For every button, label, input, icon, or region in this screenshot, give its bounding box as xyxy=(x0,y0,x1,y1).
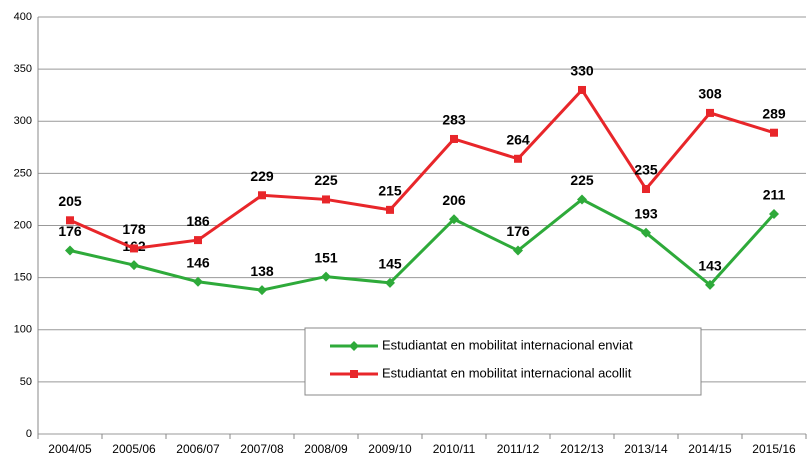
data-label: 146 xyxy=(186,254,210,270)
point xyxy=(386,205,394,214)
point xyxy=(449,214,459,225)
y-tick-label: 150 xyxy=(14,272,32,284)
x-tick-label: 2014/15 xyxy=(688,442,732,456)
legend-label: Estudiantat en mobilitat internacional a… xyxy=(382,365,632,380)
data-label: 308 xyxy=(698,86,722,102)
data-label: 193 xyxy=(634,206,658,222)
data-label: 178 xyxy=(122,221,146,237)
data-label: 235 xyxy=(634,162,658,178)
point xyxy=(129,260,139,271)
data-label: 225 xyxy=(570,172,594,188)
point xyxy=(65,245,75,256)
x-tick-label: 2007/08 xyxy=(240,442,284,456)
point xyxy=(706,108,714,117)
x-tick-label: 2012/13 xyxy=(560,442,604,456)
y-tick-label: 350 xyxy=(14,63,32,75)
data-label: 205 xyxy=(58,193,82,209)
point xyxy=(514,154,522,163)
x-tick-label: 2011/12 xyxy=(497,442,540,456)
y-tick-label: 50 xyxy=(20,376,32,388)
point xyxy=(770,128,778,137)
data-label: 138 xyxy=(250,263,274,279)
point xyxy=(577,194,587,205)
point xyxy=(642,185,650,194)
x-tick-label: 2005/06 xyxy=(112,442,156,456)
point xyxy=(322,195,330,204)
point xyxy=(66,216,74,225)
data-label: 151 xyxy=(314,249,338,265)
data-label: 225 xyxy=(314,172,338,188)
data-label: 330 xyxy=(570,63,594,79)
data-label: 289 xyxy=(762,105,786,121)
data-label: 186 xyxy=(186,213,210,229)
y-tick-label: 200 xyxy=(14,219,32,231)
y-tick-label: 250 xyxy=(14,167,32,179)
legend-marker xyxy=(350,370,358,378)
point xyxy=(641,227,651,238)
series-line xyxy=(69,197,776,292)
point xyxy=(193,276,203,287)
legend-marker xyxy=(349,341,359,351)
y-tick-label: 400 xyxy=(14,11,32,23)
point xyxy=(321,271,331,282)
x-tick-label: 2004/05 xyxy=(48,442,92,456)
point xyxy=(385,277,395,288)
point xyxy=(513,245,523,256)
data-label: 145 xyxy=(378,256,402,272)
x-tick-label: 2009/10 xyxy=(368,442,412,456)
series-line xyxy=(69,87,775,250)
data-label: 264 xyxy=(506,131,530,147)
y-tick-label: 0 xyxy=(26,428,32,440)
x-tick-label: 2015/16 xyxy=(752,442,796,456)
point xyxy=(450,134,458,143)
data-label: 229 xyxy=(250,168,274,184)
x-tick-label: 2008/09 xyxy=(304,442,348,456)
y-tick-label: 300 xyxy=(14,115,32,127)
data-label: 176 xyxy=(58,223,82,239)
data-label: 143 xyxy=(698,258,722,274)
point xyxy=(705,279,715,290)
legend-box xyxy=(304,327,702,396)
data-label: 211 xyxy=(763,187,786,203)
legend-label: Estudiantat en mobilitat internacional e… xyxy=(382,337,633,352)
x-tick-label: 2013/14 xyxy=(624,442,668,456)
point xyxy=(769,209,779,220)
x-tick-label: 2010/11 xyxy=(433,442,476,456)
point xyxy=(257,285,267,296)
y-tick-label: 100 xyxy=(14,324,32,336)
point xyxy=(258,191,266,200)
data-label: 283 xyxy=(442,112,466,128)
point xyxy=(194,236,202,245)
point xyxy=(578,85,586,94)
data-label: 215 xyxy=(378,183,402,199)
data-label: 176 xyxy=(506,223,530,239)
data-label: 206 xyxy=(442,192,466,208)
point xyxy=(130,244,138,253)
x-tick-label: 2006/07 xyxy=(176,442,220,456)
